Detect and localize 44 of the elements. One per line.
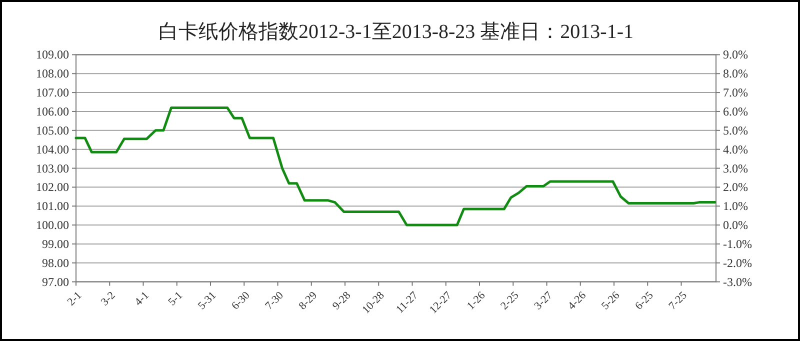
y-tick-label: 98.00 xyxy=(42,256,69,270)
y-tick-label: 108.00 xyxy=(36,66,69,81)
y-tick-label: 100.00 xyxy=(36,218,69,232)
y-tick-label: 105.00 xyxy=(36,123,69,138)
y-tick-label: 97.00 xyxy=(42,274,69,289)
y2-tick-label: 7.0% xyxy=(723,86,748,100)
x-tick-label: 2-1 xyxy=(65,289,84,308)
y-tick-label: 101.00 xyxy=(36,199,69,214)
x-tick-label: 5-31 xyxy=(196,289,219,312)
y2-tick-label: 9.0% xyxy=(723,48,748,62)
x-tick-label: 5-26 xyxy=(599,289,622,312)
x-tick-label: 9-28 xyxy=(330,289,354,312)
y-tick-label: 103.00 xyxy=(36,161,69,176)
x-tick-label: 4-26 xyxy=(566,289,589,312)
y-tick-label: 99.00 xyxy=(42,236,69,251)
x-tick-label: 6-25 xyxy=(633,289,656,312)
y2-tick-label: 6.0% xyxy=(723,104,748,118)
line-series xyxy=(74,106,716,226)
y-tick-label: 109.00 xyxy=(36,48,69,62)
y2-tick-label: 8.0% xyxy=(723,66,748,81)
y-tick-label: 104.00 xyxy=(36,142,69,156)
y-tick-label: 106.00 xyxy=(36,104,69,118)
y2-tick-label: 4.0% xyxy=(723,142,748,156)
y2-tick-label: 3.0% xyxy=(723,161,748,176)
y2-tick-label: 1.0% xyxy=(723,199,748,214)
x-tick-label: 8-29 xyxy=(296,289,320,312)
x-tick-label: 3-2 xyxy=(98,289,118,308)
y2-tick-label: 2.0% xyxy=(723,180,748,194)
x-tick-label: 3-27 xyxy=(532,289,556,312)
x-tick-label: 5-1 xyxy=(166,289,185,308)
x-tick-label: 7-25 xyxy=(666,289,690,312)
y2-tick-label: -3.0% xyxy=(723,274,752,289)
x-tick-label: 4-1 xyxy=(132,289,152,308)
x-tick-label: 7-30 xyxy=(263,289,286,312)
x-tick-label: 6-30 xyxy=(230,289,253,312)
x-tick-label: 1-26 xyxy=(464,289,488,312)
chart-title: 白卡纸价格指数2012-3-1至2013-8-23 基准日：2013-1-1 xyxy=(158,21,634,43)
y-tick-label: 107.00 xyxy=(36,86,69,100)
x-tick-label: 2-25 xyxy=(498,289,522,312)
y2-tick-label: 5.0% xyxy=(723,123,748,138)
y2-tick-label: 0.0% xyxy=(723,218,748,232)
y-tick-label: 102.00 xyxy=(36,180,69,194)
y2-tick-label: -1.0% xyxy=(723,236,752,251)
y2-tick-label: -2.0% xyxy=(723,256,752,270)
